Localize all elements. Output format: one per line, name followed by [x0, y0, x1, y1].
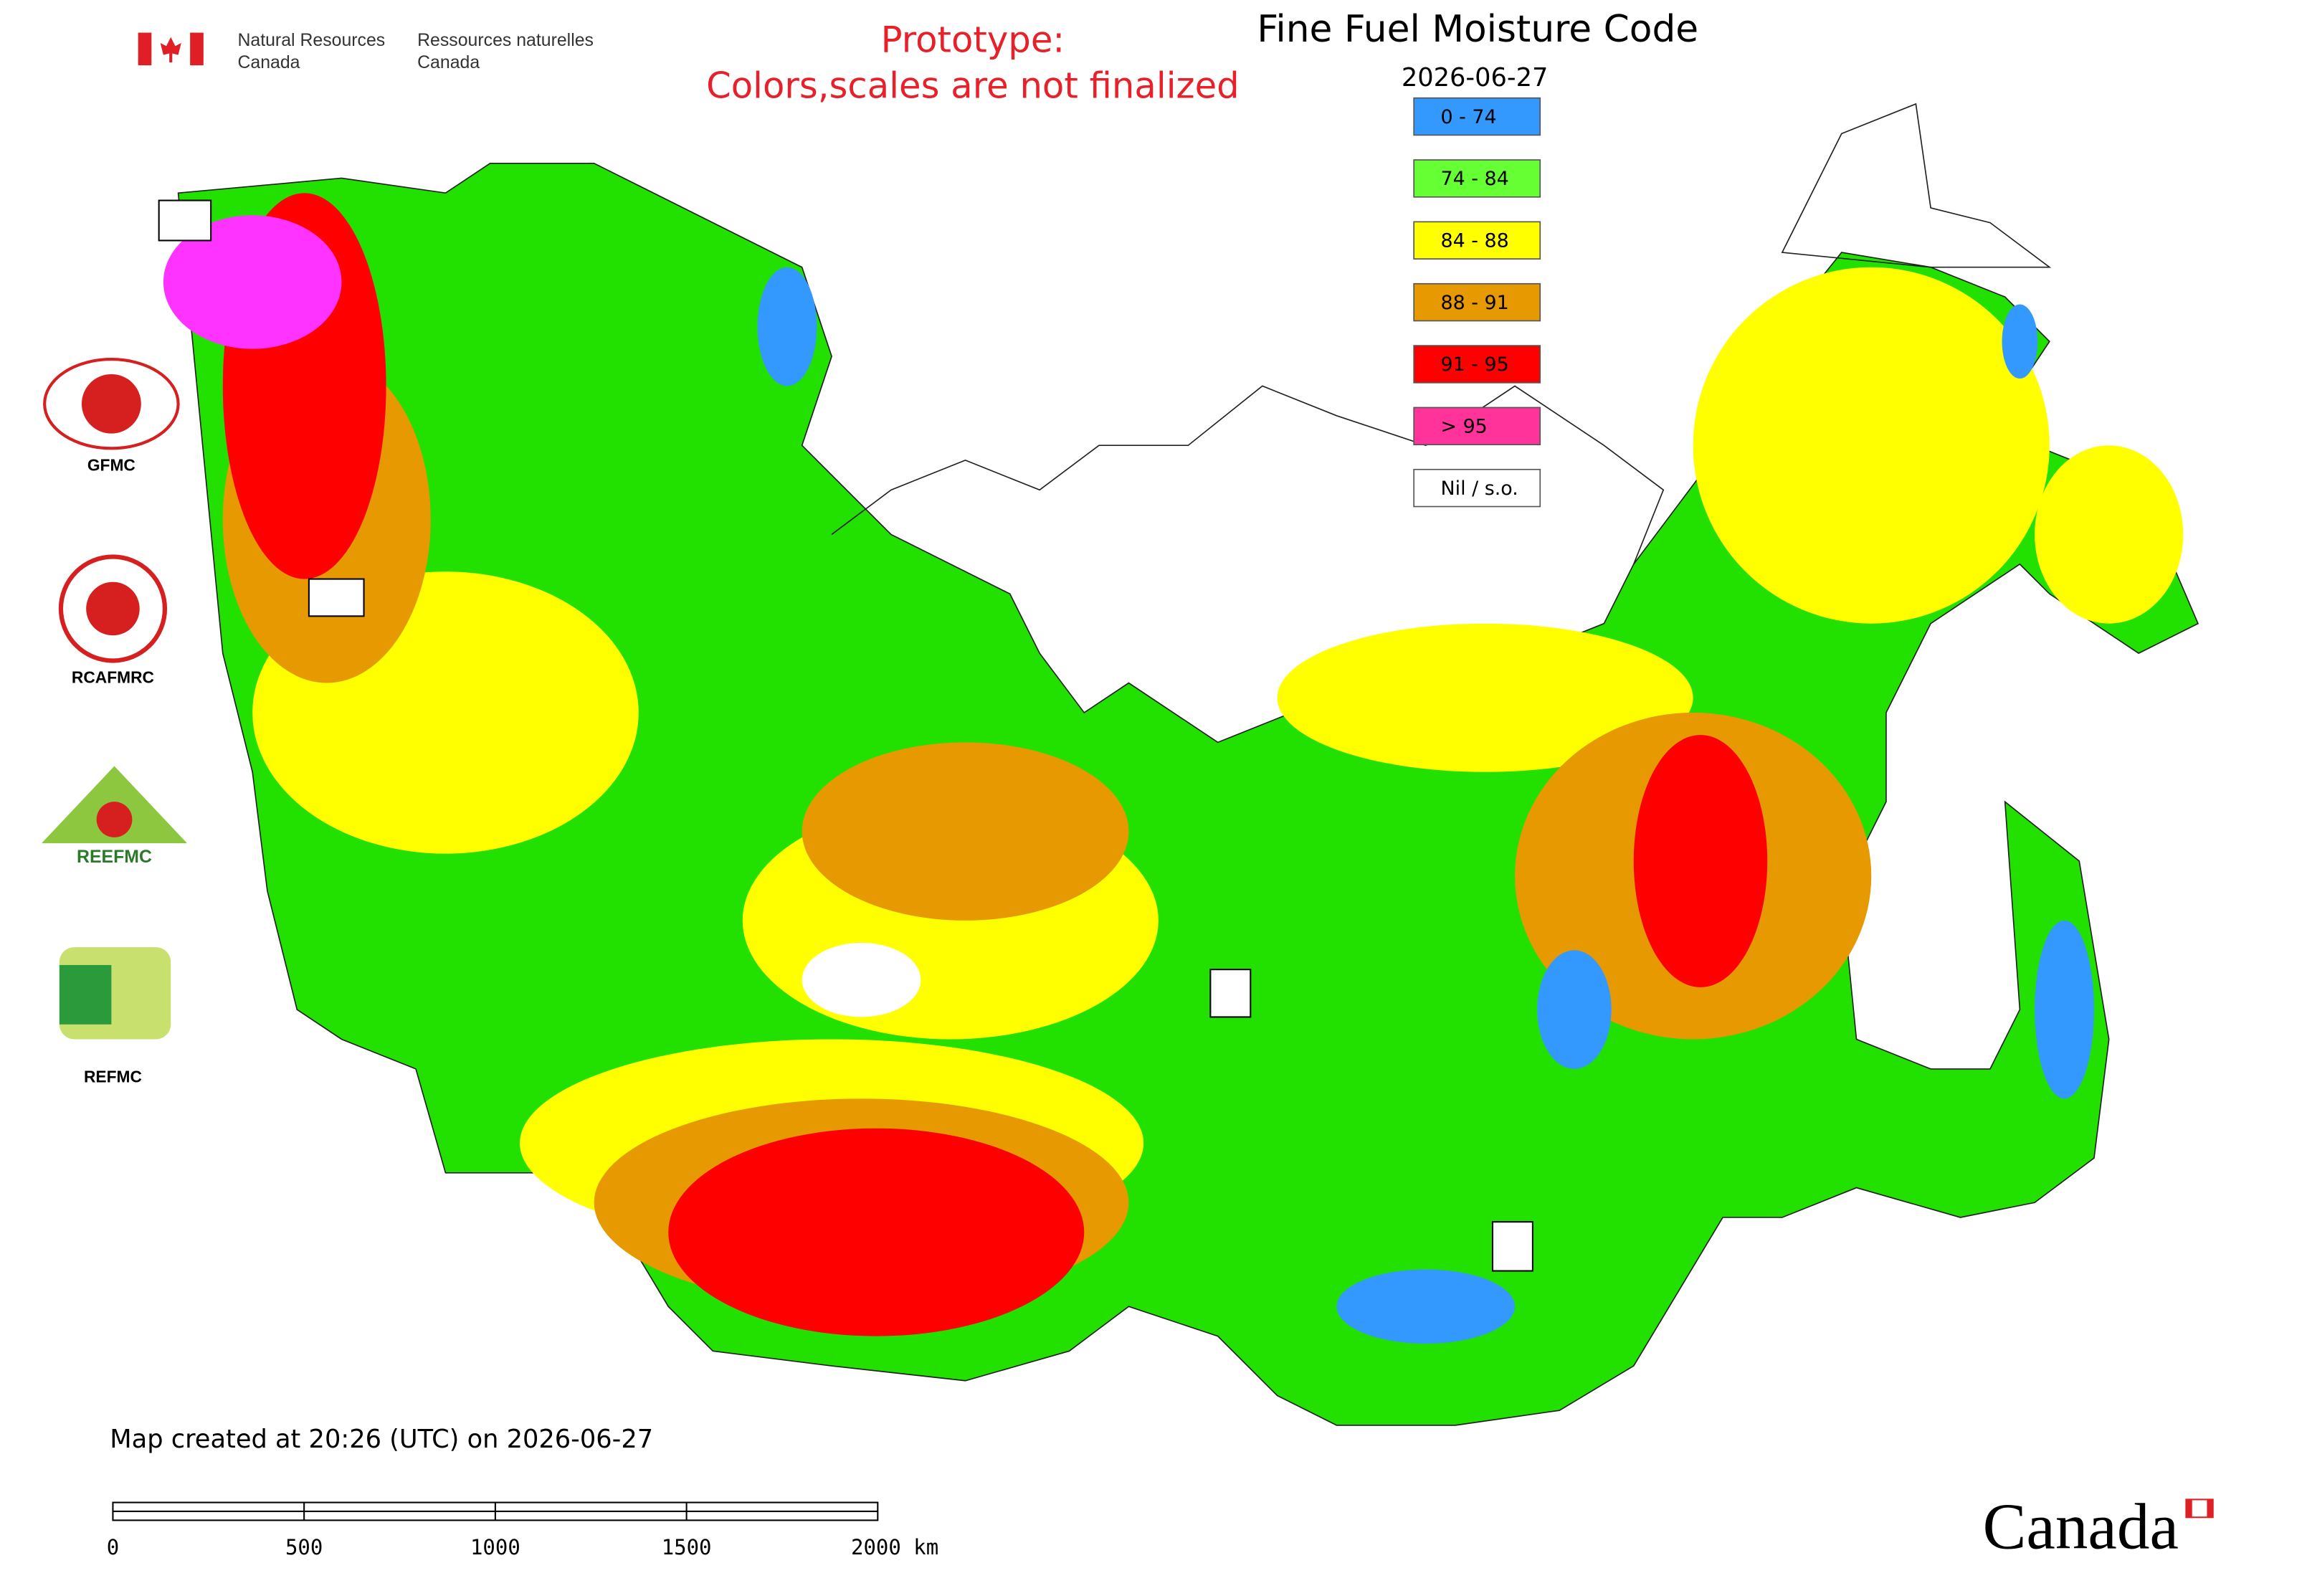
- logo: [43, 358, 180, 450]
- legend-label: 91 - 95: [1440, 353, 1508, 376]
- map-marker: [158, 199, 212, 242]
- logos: GFMC RCAFMRC REEFMC REFMC: [42, 358, 188, 1086]
- legend-label: 74 - 84: [1440, 168, 1508, 190]
- zone: [2002, 304, 2038, 379]
- agency-fr: Ressources naturelles: [417, 31, 594, 50]
- map-marker: [1491, 1221, 1533, 1272]
- zone: [668, 1128, 1085, 1336]
- agency-en: Canada: [237, 53, 300, 72]
- map-marker: [1209, 969, 1252, 1018]
- legend-swatch: [1413, 468, 1541, 508]
- logo-label: RCAFMRC: [72, 668, 154, 687]
- legend-swatch: [1413, 159, 1541, 198]
- scale-bar-label: 1000: [470, 1535, 520, 1559]
- legend-label: 88 - 91: [1440, 292, 1508, 314]
- zone: [1336, 1269, 1516, 1344]
- zone: [163, 215, 342, 349]
- prototype-notice: Colors,scales are not finalized: [706, 65, 1240, 107]
- coastline: [1781, 103, 2052, 268]
- zone: [2035, 920, 2094, 1099]
- legend-label: 0 - 74: [1440, 106, 1496, 128]
- zone: [802, 742, 1129, 921]
- scale-bar-label: 0: [107, 1535, 119, 1559]
- zone: [2035, 445, 2184, 624]
- legend-swatch: [1413, 221, 1541, 260]
- wordmark: Canada: [1983, 1491, 2179, 1563]
- scale-bar-label: 500: [285, 1535, 323, 1559]
- maple-leaf: [160, 37, 181, 62]
- scale-bar: 0 500 1000 1500 2000 km: [107, 1501, 938, 1559]
- legend: 0 - 74 74 - 84 84 - 88 88 - 91 91 - 95 > 95 Ni…: [1413, 97, 1541, 508]
- agency-en: Natural Resources: [237, 31, 385, 50]
- logo: [86, 581, 140, 636]
- zone: [802, 942, 921, 1017]
- map-title: Fine Fuel Moisture Code: [1257, 8, 1698, 51]
- logo-label: GFMC: [87, 455, 135, 474]
- logo-label: REEFMC: [77, 847, 152, 867]
- header: Natural Resources Canada Ressources natu…: [138, 8, 1698, 107]
- map-date: 2026-06-27: [1402, 63, 1549, 92]
- zone: [1277, 623, 1693, 772]
- prototype-notice: Prototype:: [881, 19, 1065, 60]
- legend-label: Nil / s.o.: [1440, 478, 1518, 500]
- zone: [1633, 734, 1768, 988]
- legend-swatch: [1413, 282, 1541, 322]
- scale-bar-label: 2000 km: [851, 1535, 938, 1559]
- zone: [757, 267, 817, 386]
- map-marker: [308, 578, 365, 617]
- logo: [81, 374, 141, 434]
- legend-swatch: [1413, 97, 1541, 136]
- legend-label: > 95: [1440, 416, 1487, 438]
- wordmark-flag: [2186, 1499, 2192, 1518]
- logo: [59, 964, 112, 1025]
- map: [158, 103, 2199, 1426]
- flag-bar: [138, 32, 152, 66]
- flag-bar: [190, 32, 204, 66]
- scale-bar-label: 1500: [662, 1535, 712, 1559]
- logo-label: REFMC: [84, 1068, 142, 1086]
- legend-swatch: [1413, 407, 1541, 446]
- agency-fr: Canada: [417, 53, 480, 72]
- wordmark-flag: [2207, 1499, 2213, 1518]
- map-created: Map created at 20:26 (UTC) on 2026-06-27: [110, 1425, 653, 1454]
- zone: [1693, 267, 2050, 624]
- legend-label: 84 - 88: [1440, 230, 1508, 252]
- coastline: [831, 385, 1665, 565]
- logo: [96, 802, 133, 837]
- zone: [1537, 950, 1612, 1069]
- legend-swatch: [1413, 345, 1541, 384]
